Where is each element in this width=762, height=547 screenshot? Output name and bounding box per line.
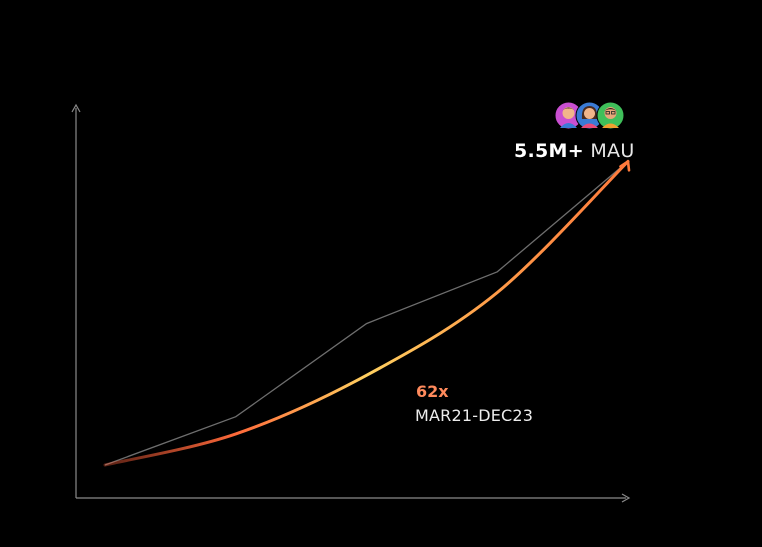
user-avatars: [554, 101, 626, 130]
reference-series-line: [104, 160, 629, 466]
mau-unit: MAU: [590, 140, 635, 162]
growth-multiplier: 62x: [416, 382, 449, 401]
avatar-girl-icon: [575, 101, 604, 130]
y-axis: [71, 103, 81, 498]
mau-value: 5.5M+: [514, 140, 584, 162]
growth-period: MAR21-DEC23: [415, 406, 534, 425]
growth-series-curve: [103, 159, 630, 467]
x-axis: [76, 493, 631, 503]
avatar-man-icon: [596, 101, 625, 130]
growth-arrowhead: [619, 160, 631, 172]
mau-headline: 5.5M+ MAU: [514, 140, 635, 162]
